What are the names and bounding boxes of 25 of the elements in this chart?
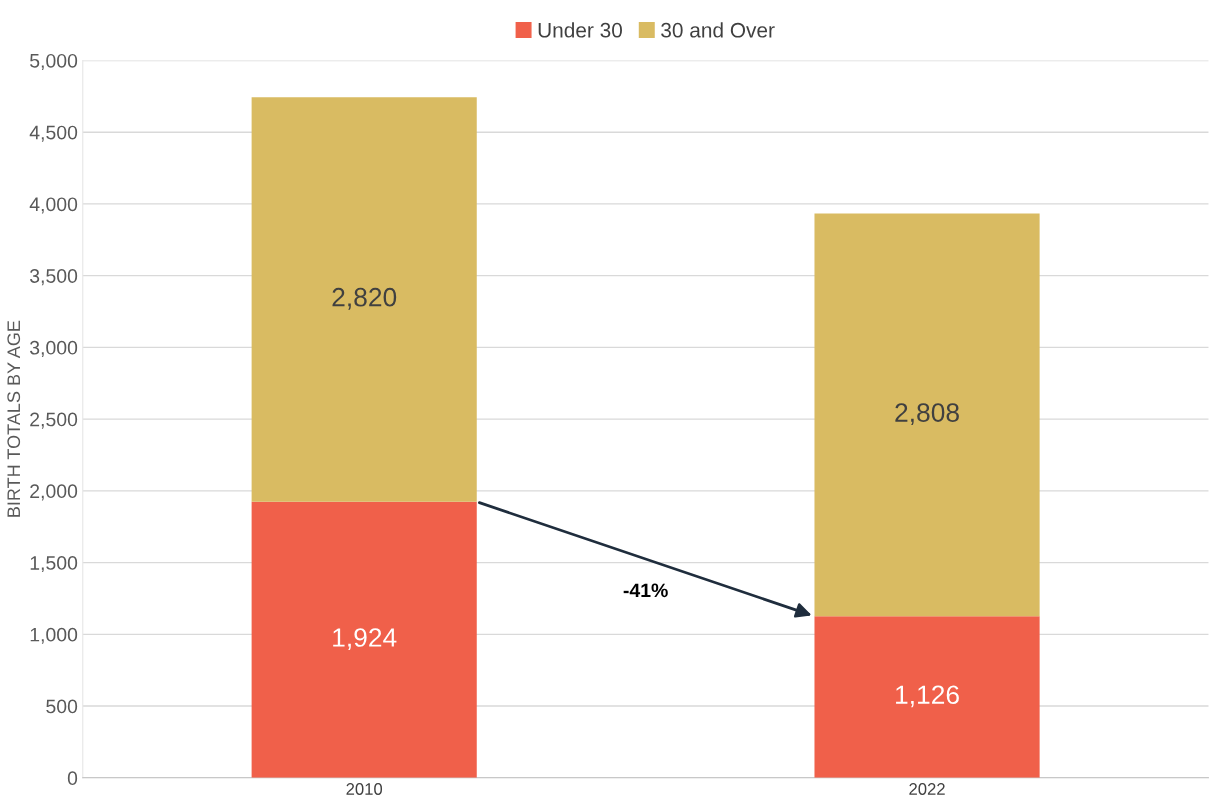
- y-tick-label: 2,500: [30, 412, 78, 429]
- x-tick-label: 2022: [909, 783, 945, 795]
- bar: [251, 97, 477, 502]
- y-tick-label: 1,000: [30, 627, 78, 644]
- y-tick-label: 0: [67, 771, 78, 786]
- x-tick-label: 2010: [346, 783, 383, 795]
- y-tick-label: 4,500: [29, 125, 78, 142]
- data-label: 2,820: [332, 287, 397, 310]
- y-tick-label: 2,000: [30, 484, 78, 501]
- y-tick-label: 500: [46, 699, 78, 714]
- y-tick-label: 5,000: [30, 53, 78, 70]
- legend-label: 30 and Over: [661, 22, 775, 38]
- annotation: -41%: [623, 583, 668, 598]
- data-label: 1,924: [333, 628, 397, 650]
- bar: [251, 501, 477, 778]
- y-tick-label: 3,500: [29, 269, 78, 286]
- bar: [814, 213, 1040, 617]
- y-tick-label: 1,500: [30, 556, 78, 573]
- data-label: 2,808: [895, 403, 959, 426]
- y-tick-label: 4,000: [29, 197, 78, 214]
- data-label: 1,126: [896, 685, 959, 708]
- bar: [814, 616, 1040, 778]
- y-tick-label: 3,000: [29, 340, 78, 357]
- y-axis-title: BIRTH TOTALS BY AGE: [7, 320, 21, 517]
- legend-label: Under 30: [538, 22, 622, 38]
